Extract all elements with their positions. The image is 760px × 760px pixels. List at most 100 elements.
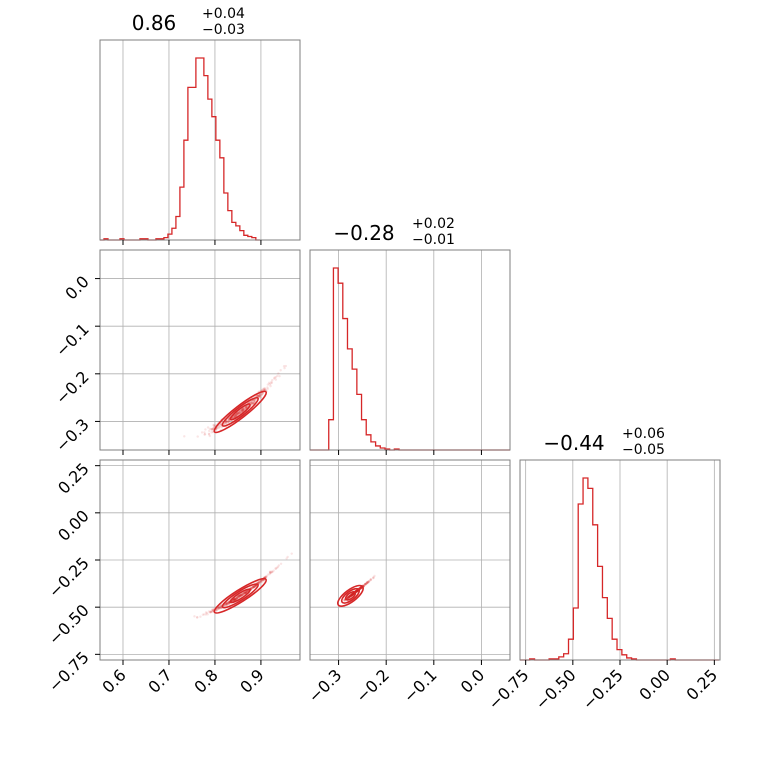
scatter-point xyxy=(351,592,354,596)
scatter-points xyxy=(342,574,376,602)
scatter-point xyxy=(257,581,261,584)
scatter-point xyxy=(224,602,227,606)
scatter-point xyxy=(257,394,261,397)
scatter-point xyxy=(349,594,352,598)
scatter-point xyxy=(236,412,239,415)
scatter-point xyxy=(358,587,362,590)
scatter-point xyxy=(199,615,202,618)
scatter-point xyxy=(252,399,255,403)
scatter-point xyxy=(253,400,256,403)
scatter-point xyxy=(268,383,271,386)
scatter-point xyxy=(244,591,248,594)
scatter-point xyxy=(355,589,358,593)
scatter-point xyxy=(219,425,222,429)
scatter-point xyxy=(226,602,229,606)
scatter-point xyxy=(355,589,358,593)
scatter-point xyxy=(249,401,253,405)
scatter-point xyxy=(242,408,245,412)
scatter-point xyxy=(284,364,288,368)
scatter-point xyxy=(238,594,242,597)
scatter-point xyxy=(235,413,238,416)
scatter-point xyxy=(234,414,237,417)
scatter-point xyxy=(218,607,221,610)
scatter-point xyxy=(235,597,239,601)
scatter-point xyxy=(212,424,215,427)
scatter-point xyxy=(352,592,355,595)
scatter-point xyxy=(217,426,221,430)
scatter-point xyxy=(346,596,349,599)
x-tick-label: −0.50 xyxy=(532,665,580,713)
scatter-point xyxy=(210,427,213,431)
scatter-point xyxy=(279,369,282,372)
scatter-point xyxy=(237,411,241,414)
scatter-point xyxy=(216,607,220,611)
scatter-point xyxy=(348,594,352,598)
scatter-point xyxy=(239,595,243,598)
scatter-point xyxy=(367,579,371,583)
scatter-point xyxy=(350,593,354,596)
scatter-point xyxy=(352,592,355,595)
scatter-point xyxy=(250,587,253,590)
scatter-point xyxy=(359,586,362,589)
scatter-point xyxy=(252,585,256,588)
scatter-point xyxy=(348,596,351,599)
scatter-point xyxy=(217,606,220,609)
scatter-point xyxy=(359,587,363,590)
scatter-point xyxy=(250,402,253,405)
scatter-point xyxy=(244,591,248,594)
scatter-point xyxy=(251,402,254,405)
scatter-point xyxy=(215,608,219,611)
scatter-point xyxy=(350,593,353,597)
scatter-point xyxy=(219,606,223,609)
scatter-point xyxy=(364,582,368,586)
scatter-point xyxy=(235,597,238,600)
scatter-point xyxy=(209,610,213,614)
scatter-point xyxy=(355,589,358,593)
scatter-point xyxy=(350,594,353,597)
scatter-point xyxy=(372,576,375,580)
scatter-point xyxy=(369,579,372,582)
panel-frame xyxy=(309,249,511,451)
scatter-point xyxy=(356,590,359,593)
scatter-point xyxy=(351,592,354,596)
scatter-point xyxy=(241,408,244,412)
scatter-point xyxy=(232,415,236,418)
scatter-point xyxy=(347,595,350,599)
scatter-point xyxy=(246,590,249,593)
scatter-point xyxy=(347,595,351,598)
scatter-point xyxy=(243,591,246,595)
scatter-point xyxy=(225,603,229,607)
scatter-point xyxy=(351,593,354,596)
scatter-point xyxy=(350,592,354,596)
scatter-point xyxy=(251,586,254,589)
x-tick-label: 0.8 xyxy=(190,665,221,696)
scatter-point xyxy=(196,435,199,438)
scatter-point xyxy=(240,594,243,598)
y-tick-label: −0.75 xyxy=(45,648,93,696)
scatter-point xyxy=(355,590,358,593)
scatter-point xyxy=(257,581,260,584)
scatter-point xyxy=(346,596,349,600)
scatter-point xyxy=(351,593,355,596)
scatter-point xyxy=(259,580,262,584)
scatter-point xyxy=(235,597,238,601)
scatter-point xyxy=(224,603,227,606)
scatter-point xyxy=(244,591,247,595)
scatter-point xyxy=(282,365,286,368)
scatter-point xyxy=(355,589,359,593)
scatter-point xyxy=(225,602,229,605)
scatter-point xyxy=(226,602,229,606)
scatter-point xyxy=(253,585,256,588)
scatter-point xyxy=(350,593,353,596)
scatter-point xyxy=(351,593,354,597)
title-minus: −0.01 xyxy=(412,232,455,248)
scatter-point xyxy=(227,417,231,420)
scatter-point xyxy=(241,593,245,596)
scatter-point xyxy=(355,588,358,592)
scatter-point xyxy=(367,581,370,584)
scatter-point xyxy=(210,427,214,431)
scatter-point xyxy=(349,593,353,597)
scatter-point xyxy=(349,594,353,598)
scatter-point xyxy=(347,595,350,599)
scatter-point xyxy=(257,581,261,584)
